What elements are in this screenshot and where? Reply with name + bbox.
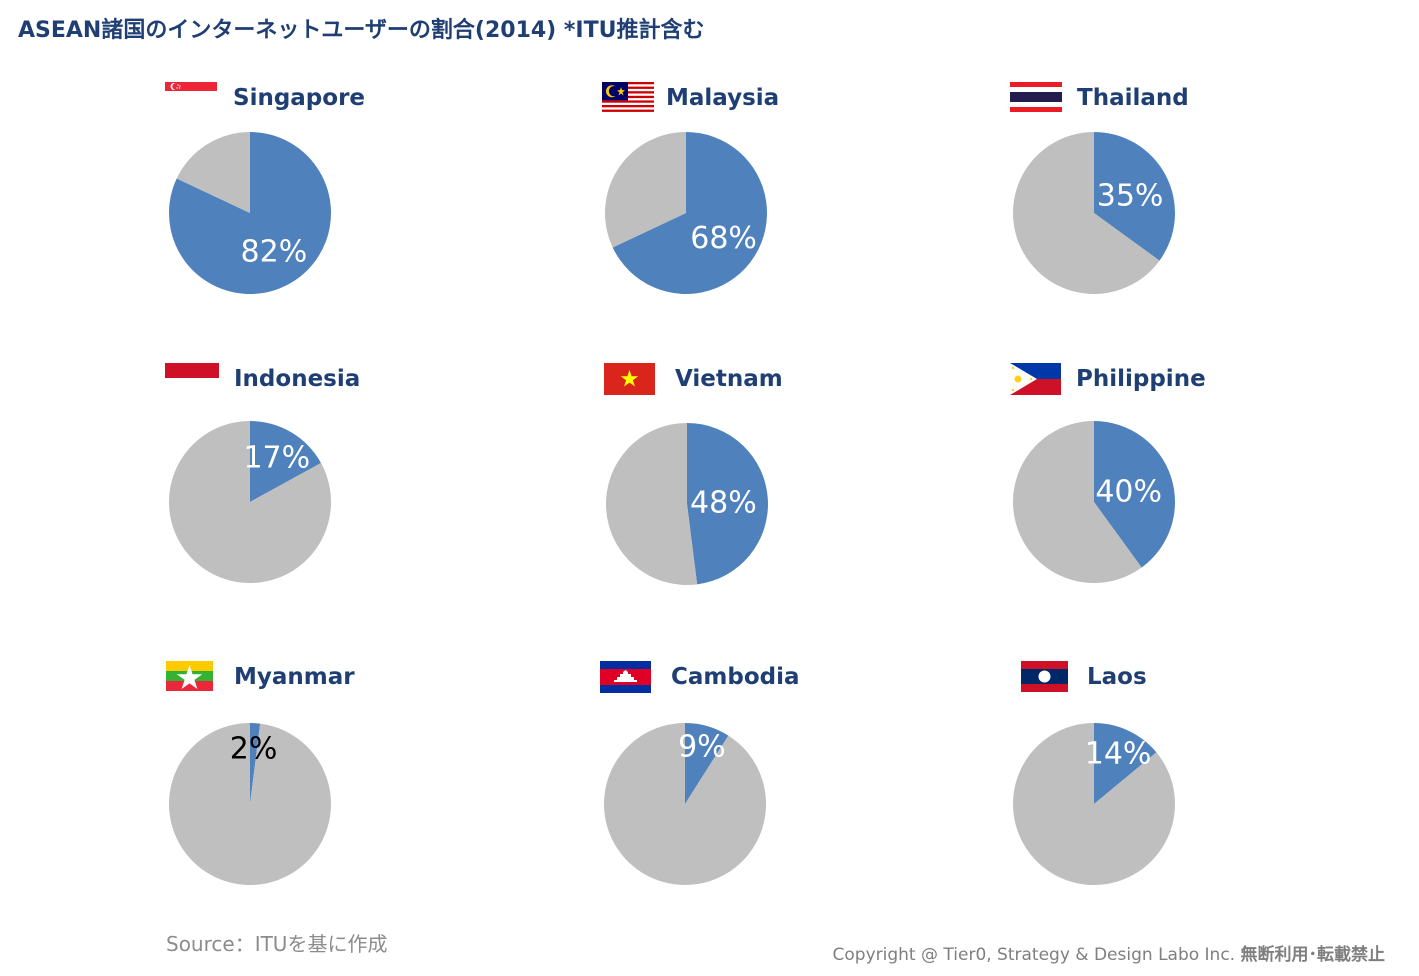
pie-slice-rest xyxy=(176,132,250,213)
data-label: 17% xyxy=(243,441,310,476)
chart-title: Laos xyxy=(1087,664,1147,690)
pie-chart: 40% xyxy=(1012,421,1175,583)
pie-slice-rest xyxy=(605,132,686,248)
pie-slice-rest xyxy=(1012,723,1175,885)
pie-slice-rest xyxy=(1012,421,1142,583)
data-label: 82% xyxy=(241,235,308,270)
data-label: 40% xyxy=(1095,475,1162,510)
pie-chart: 82% xyxy=(169,132,332,294)
pie-slice-users xyxy=(250,723,261,804)
data-label: 48% xyxy=(690,486,757,521)
pie-slice-rest xyxy=(605,423,698,585)
pie-slice-users xyxy=(1094,421,1175,568)
laos-flag-icon xyxy=(1021,661,1068,692)
chart-title: Thailand xyxy=(1077,85,1189,111)
copyright-note: Copyright @ Tier0, Strategy & Design Lab… xyxy=(833,940,1385,965)
chart-panel-vietnam: Vietnam 48% xyxy=(604,363,1004,633)
pie-chart: 9% xyxy=(603,723,766,885)
chart-panel-malaysia: Malaysia 68% xyxy=(602,82,1002,352)
chart-title: Philippine xyxy=(1076,366,1206,392)
pie-chart: 2% xyxy=(168,723,331,885)
chart-panel-myanmar: Myanmar 2% xyxy=(166,661,566,931)
pie-slice-users xyxy=(687,423,768,585)
chart-panel-philippines: Philippine 40% xyxy=(1010,363,1410,633)
chart-title: Vietnam xyxy=(675,366,783,392)
pie-slice-users xyxy=(612,132,768,294)
page-title: ASEAN諸国のインターネットユーザーの割合(2014) *ITU推計含む xyxy=(18,18,705,43)
pie-slice-users xyxy=(1094,132,1175,261)
pie-slice-users xyxy=(169,132,332,294)
philippines-flag-icon xyxy=(1010,363,1061,395)
malaysia-flag-icon xyxy=(602,82,654,114)
data-label: 68% xyxy=(690,221,757,256)
chart-panel-indonesia: Indonesia 17% xyxy=(165,363,565,633)
pie-chart: 68% xyxy=(605,132,768,294)
pie-slice-users xyxy=(685,723,729,804)
pie-slice-rest xyxy=(603,723,766,885)
vietnam-flag-icon xyxy=(604,363,655,395)
chart-title: Singapore xyxy=(233,85,366,111)
chart-panel-cambodia: Cambodia 9% xyxy=(600,661,1000,931)
pie-chart: 14% xyxy=(1012,723,1175,885)
data-label: 2% xyxy=(230,731,278,766)
pie-slice-rest xyxy=(168,421,331,583)
data-label: 9% xyxy=(678,730,726,765)
myanmar-flag-icon xyxy=(166,661,213,691)
pie-slice-users xyxy=(1094,723,1157,804)
chart-title: Cambodia xyxy=(671,664,800,690)
chart-title: Myanmar xyxy=(234,664,355,690)
chart-title: Indonesia xyxy=(234,366,361,392)
chart-title: Malaysia xyxy=(666,85,780,111)
copyright-text: Copyright @ Tier0, Strategy & Design Lab… xyxy=(832,945,1241,965)
singapore-flag-icon xyxy=(165,82,217,100)
source-note: Source：ITUを基に作成 xyxy=(166,932,388,956)
data-label: 14% xyxy=(1085,737,1152,772)
chart-panel-singapore: Singapore 82% xyxy=(165,82,565,352)
indonesia-flag-icon xyxy=(165,363,219,393)
pie-chart: 35% xyxy=(1012,132,1175,294)
cambodia-flag-icon xyxy=(600,661,651,693)
pie-chart: 48% xyxy=(605,423,768,585)
copyright-notice: 無断利用･転載禁止 xyxy=(1240,945,1386,965)
pie-slice-rest xyxy=(168,723,331,885)
pie-slice-users xyxy=(250,421,321,502)
pie-chart: 17% xyxy=(168,421,331,583)
chart-panel-laos: Laos 14% xyxy=(1012,661,1419,931)
chart-panel-thailand: Thailand 35% xyxy=(1010,82,1410,352)
thailand-flag-icon xyxy=(1010,82,1062,112)
pie-slice-rest xyxy=(1012,132,1160,294)
data-label: 35% xyxy=(1097,179,1164,214)
